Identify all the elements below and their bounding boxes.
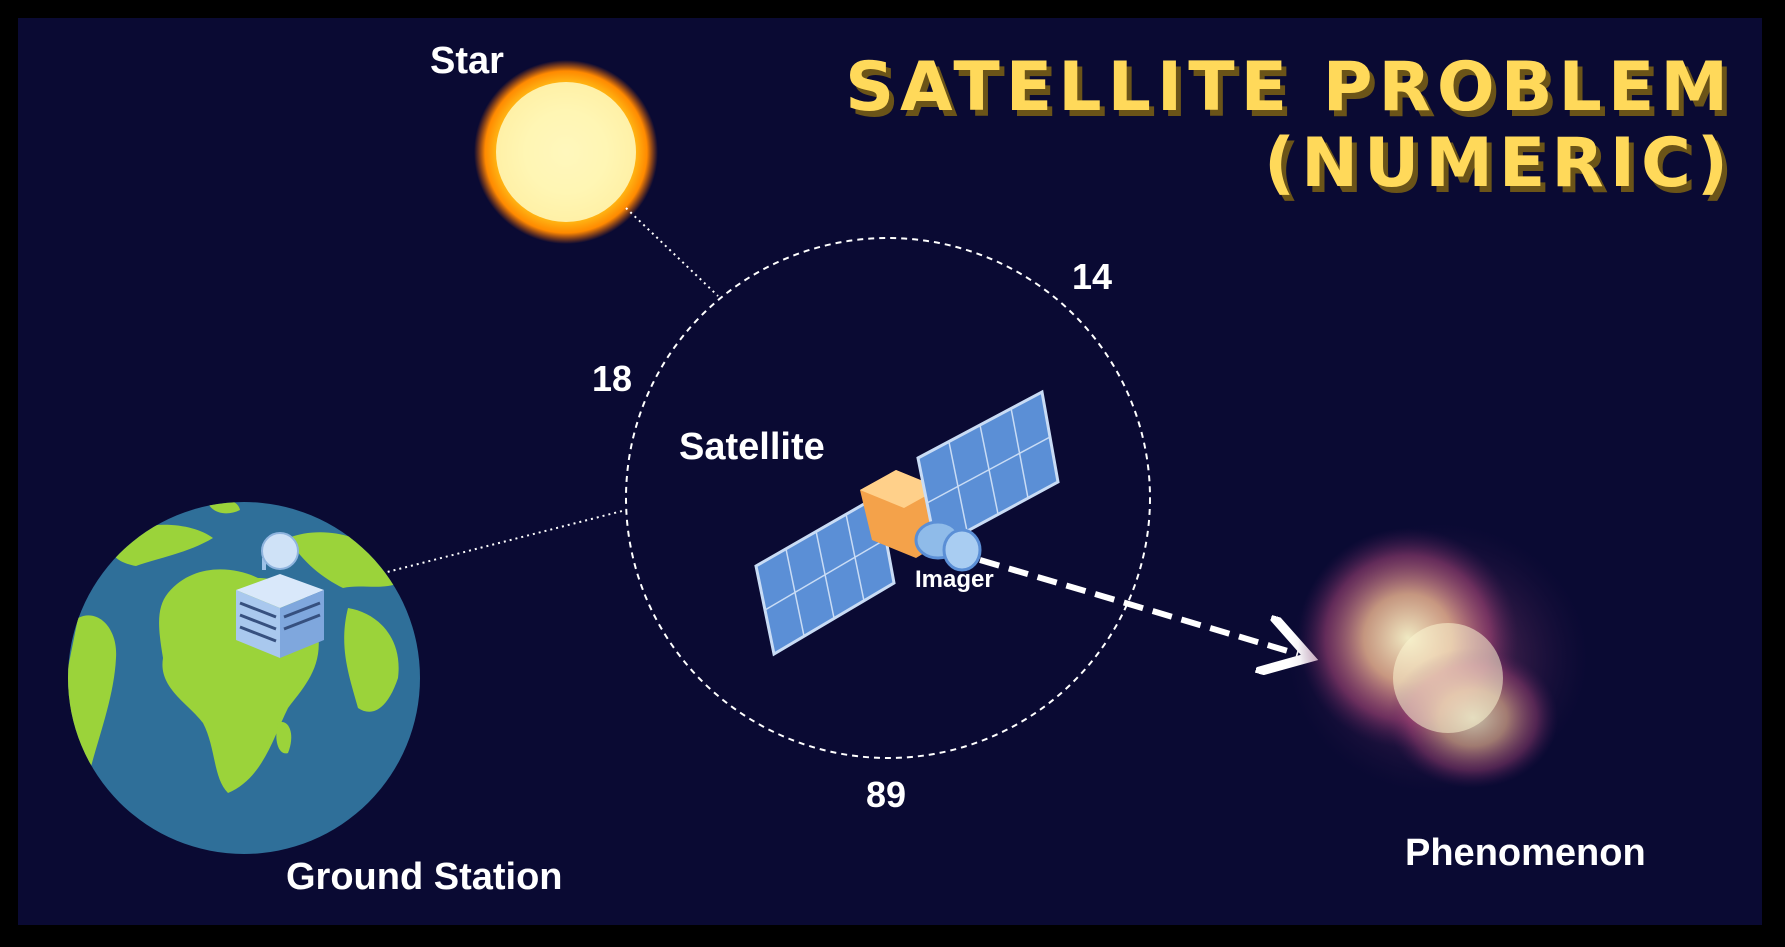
satellite-label: Satellite bbox=[679, 426, 825, 468]
ground-station-building-icon bbox=[236, 532, 324, 658]
imager-label: Imager bbox=[915, 566, 994, 593]
orbit-circle bbox=[625, 237, 1151, 759]
star-icon bbox=[474, 60, 658, 244]
phenomenon-label: Phenomenon bbox=[1405, 832, 1646, 874]
diagram-panel: SATELLITE PROBLEM (NUMERIC) Star Satelli… bbox=[18, 18, 1762, 925]
value-top-right: 14 bbox=[1072, 256, 1113, 297]
ground-station-label: Ground Station bbox=[286, 856, 563, 898]
title-line-1: SATELLITE PROBLEM bbox=[845, 48, 1734, 127]
imager-arrow bbox=[979, 557, 1298, 654]
phenomenon-nebula-icon bbox=[1288, 523, 1588, 793]
satellite-icon bbox=[754, 389, 1060, 657]
diagram-graphics bbox=[68, 60, 1588, 854]
earth-globe-icon bbox=[68, 502, 420, 854]
value-left: 18 bbox=[592, 358, 633, 399]
title-line-2: (NUMERIC) bbox=[1264, 124, 1734, 203]
ground-connector bbox=[317, 509, 627, 591]
star-connector bbox=[625, 207, 719, 297]
star-label: Star bbox=[430, 40, 504, 82]
page-title: SATELLITE PROBLEM (NUMERIC) bbox=[845, 50, 1734, 202]
value-bottom: 89 bbox=[866, 774, 907, 815]
